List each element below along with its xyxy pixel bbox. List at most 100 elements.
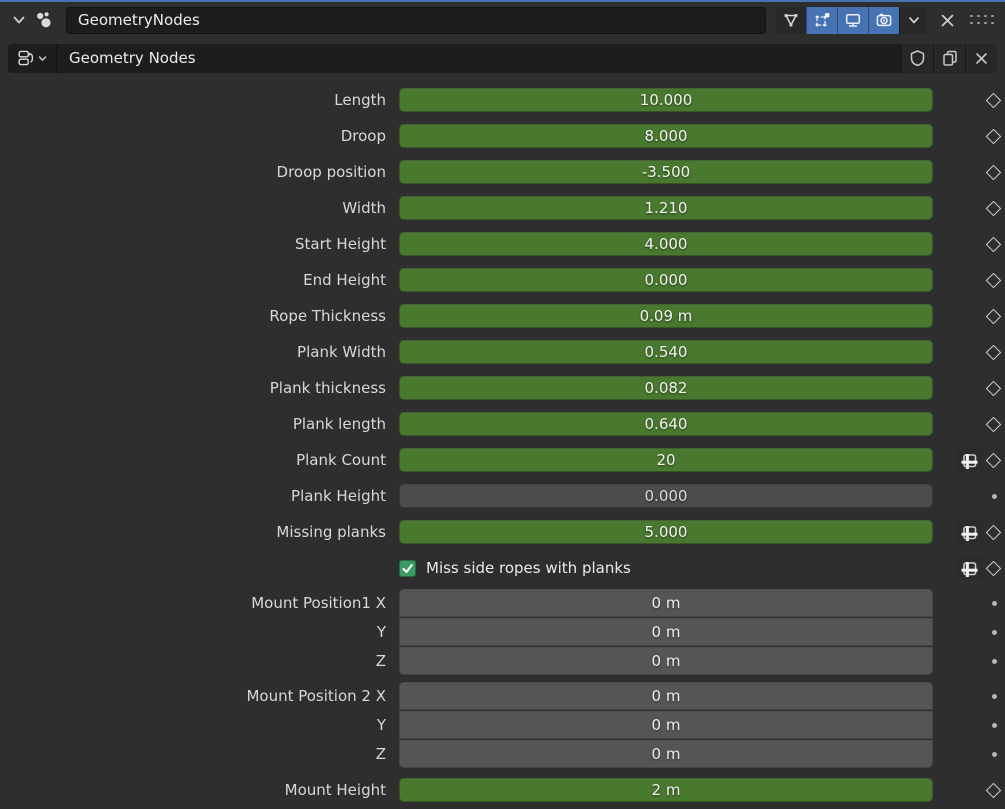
fake-user-shield-icon[interactable] [901, 43, 933, 73]
param-control: 0 m [399, 711, 933, 739]
on-cage-icon[interactable] [776, 6, 806, 34]
value-slider[interactable]: 4.000 [399, 232, 933, 256]
value-slider[interactable]: -3.500 [399, 160, 933, 184]
row-socket-zone [933, 164, 1005, 180]
socket-dot-icon [992, 629, 997, 635]
row-socket-zone [933, 380, 1005, 396]
node-group-selector: Geometry Nodes [8, 43, 997, 73]
modifier-panel-header: GeometryNodes [0, 2, 1005, 38]
vector-row: Z 0 m [0, 740, 1005, 768]
param-row: Width 1.210 [0, 190, 1005, 226]
row-socket-zone [933, 600, 1005, 606]
row-socket-zone [933, 722, 1005, 728]
param-control: 20 [399, 448, 933, 472]
modifier-name-field[interactable]: GeometryNodes [66, 6, 766, 34]
param-label: Y [376, 623, 386, 641]
row-socket-zone [933, 782, 1005, 798]
param-row: Plank Width 0.540 [0, 334, 1005, 370]
socket-diamond-icon [985, 380, 1002, 396]
row-socket-zone [933, 344, 1005, 360]
node-tree-icon [18, 50, 34, 66]
param-control: 4.000 [399, 232, 933, 256]
value-field-disabled[interactable]: 0.000 [399, 484, 933, 508]
param-control: 5.000 [399, 520, 933, 544]
remove-modifier-close-icon[interactable] [934, 7, 960, 33]
vector-value-field[interactable]: 0 m [399, 682, 933, 710]
modifier-name-text: GeometryNodes [78, 11, 200, 29]
socket-diamond-icon [985, 164, 1002, 180]
param-row: Plank thickness 0.082 [0, 370, 1005, 406]
param-row: End Height 0.000 [0, 262, 1005, 298]
row-socket-zone [933, 308, 1005, 324]
row-socket-zone [933, 493, 1005, 499]
param-label: Width [342, 199, 386, 217]
row-socket-zone [933, 200, 1005, 216]
chevron-down-icon [38, 55, 47, 61]
vector-value-field[interactable]: 0 m [399, 740, 933, 768]
param-control: 0 m [399, 682, 933, 710]
param-row: Length 10.000 [0, 82, 1005, 118]
value-slider[interactable]: 0.000 [399, 268, 933, 292]
vector-row: Mount Position1 X 0 m [0, 589, 1005, 617]
checkbox-label: Miss side ropes with planks [426, 559, 631, 577]
render-display-icon[interactable] [868, 6, 899, 34]
value-slider[interactable]: 0.640 [399, 412, 933, 436]
param-label: Plank Width [297, 343, 386, 361]
value-slider[interactable]: 8.000 [399, 124, 933, 148]
row-socket-zone [933, 272, 1005, 288]
row-socket-zone [933, 658, 1005, 664]
input-attribute-toggle-icon[interactable] [956, 448, 983, 472]
param-label: Plank Count [296, 451, 386, 469]
vector-value-field[interactable]: 0 m [399, 711, 933, 739]
duplicate-copy-icon[interactable] [933, 43, 965, 73]
value-slider[interactable]: 0.082 [399, 376, 933, 400]
value-slider[interactable]: 5.000 [399, 520, 933, 544]
row-socket-zone [933, 520, 1005, 544]
param-control: 0 m [399, 740, 933, 768]
param-label: End Height [303, 271, 386, 289]
modifier-display-toggles [776, 6, 927, 34]
vector-input-group: Mount Position 2 X 0 m Y 0 m Z 0 m [0, 682, 1005, 768]
modifier-extras-chevron-down-icon[interactable] [899, 6, 927, 34]
browse-node-tree-button[interactable] [8, 43, 56, 73]
param-label: Plank thickness [269, 379, 386, 397]
socket-diamond-icon [985, 236, 1002, 252]
vector-value-field[interactable]: 0 m [399, 647, 933, 675]
value-slider[interactable]: 1.210 [399, 196, 933, 220]
param-control: 10.000 [399, 88, 933, 112]
input-attribute-toggle-icon[interactable] [956, 520, 983, 544]
socket-diamond-icon [985, 416, 1002, 432]
socket-diamond-icon [985, 452, 1002, 468]
vector-value-field[interactable]: 0 m [399, 618, 933, 646]
modifier-drag-grip-dots-icon[interactable] [970, 14, 995, 26]
param-row: Plank Count 20 [0, 442, 1005, 478]
socket-diamond-icon [985, 560, 1002, 576]
row-socket-zone [933, 751, 1005, 757]
vector-value-field[interactable]: 0 m [399, 589, 933, 617]
row-socket-zone [933, 236, 1005, 252]
input-attribute-toggle-icon[interactable] [956, 556, 983, 580]
value-slider[interactable]: 20 [399, 448, 933, 472]
value-slider[interactable]: 0.540 [399, 340, 933, 364]
param-control: 2 m [399, 778, 933, 802]
value-slider[interactable]: 2 m [399, 778, 933, 802]
value-slider[interactable]: 0.09 m [399, 304, 933, 328]
realtime-display-icon[interactable] [837, 6, 868, 34]
param-label: Droop [340, 127, 386, 145]
param-control: 0.000 [399, 268, 933, 292]
vector-row: Z 0 m [0, 647, 1005, 675]
param-label: Mount Height [284, 781, 386, 799]
node-group-name-field[interactable]: Geometry Nodes [56, 43, 901, 73]
socket-dot-icon [992, 658, 997, 664]
checkbox-checked-icon[interactable] [399, 559, 416, 577]
param-label: Mount Position 2 X [246, 687, 386, 705]
param-control: 0.540 [399, 340, 933, 364]
panel-collapse-chevron-down-icon[interactable] [8, 9, 30, 31]
param-row: Droop 8.000 [0, 118, 1005, 154]
param-row: Missing planks 5.000 [0, 514, 1005, 550]
row-socket-zone [933, 693, 1005, 699]
value-slider[interactable]: 10.000 [399, 88, 933, 112]
unlink-close-icon[interactable] [965, 43, 997, 73]
edit-mode-icon[interactable] [806, 6, 837, 34]
row-socket-zone [933, 416, 1005, 432]
